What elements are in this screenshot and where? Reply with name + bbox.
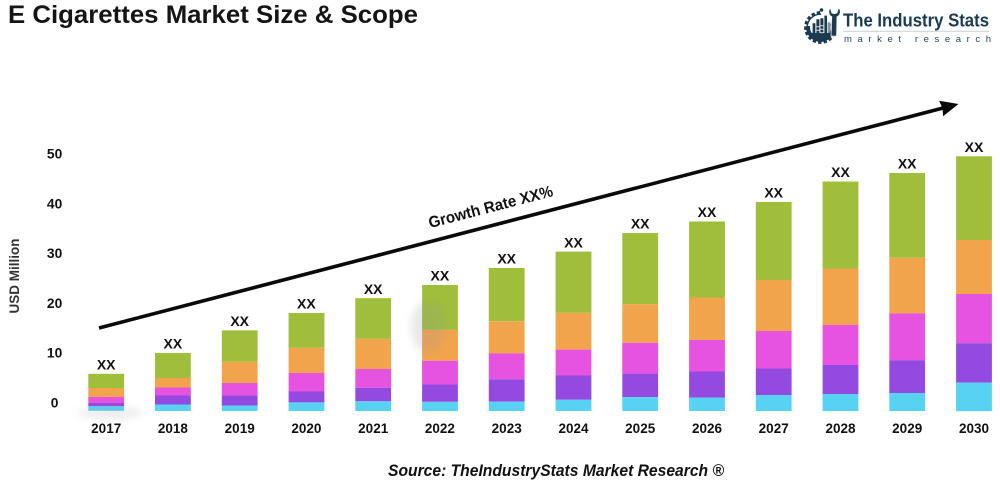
svg-text:2020: 2020: [291, 421, 321, 436]
svg-text:XX: XX: [431, 268, 450, 284]
svg-text:2019: 2019: [225, 421, 255, 436]
svg-text:20: 20: [47, 296, 63, 311]
svg-text:The Industry Stats: The Industry Stats: [843, 10, 989, 31]
svg-text:XX: XX: [898, 156, 917, 172]
svg-text:XX: XX: [631, 216, 650, 232]
svg-text:2027: 2027: [759, 421, 789, 436]
svg-text:XX: XX: [364, 281, 383, 297]
svg-text:0: 0: [51, 395, 59, 410]
svg-text:2022: 2022: [425, 421, 455, 436]
svg-text:10: 10: [47, 346, 63, 361]
svg-text:XX: XX: [831, 164, 850, 180]
svg-text:XX: XX: [97, 357, 116, 373]
svg-text:2026: 2026: [692, 421, 723, 436]
svg-text:2021: 2021: [358, 421, 389, 436]
svg-text:XX: XX: [764, 185, 783, 201]
svg-text:2029: 2029: [892, 421, 922, 436]
svg-text:2028: 2028: [825, 421, 856, 436]
svg-text:market research: market research: [844, 34, 997, 45]
svg-text:2024: 2024: [558, 421, 589, 436]
svg-text:2025: 2025: [625, 421, 656, 436]
svg-text:2030: 2030: [959, 421, 989, 436]
svg-text:50: 50: [47, 147, 63, 162]
svg-text:2018: 2018: [158, 421, 189, 436]
svg-text:E Cigarettes Market Size & Sco: E Cigarettes Market Size & Scope: [8, 1, 418, 29]
svg-text:USD Million: USD Million: [7, 239, 22, 314]
svg-text:XX: XX: [965, 139, 984, 155]
svg-text:40: 40: [47, 196, 63, 211]
svg-text:XX: XX: [497, 251, 516, 267]
svg-text:XX: XX: [164, 336, 183, 352]
svg-text:Source: TheIndustryStats Marke: Source: TheIndustryStats Market Research…: [388, 461, 724, 480]
svg-text:XX: XX: [297, 296, 316, 312]
svg-text:2017: 2017: [91, 421, 121, 436]
svg-text:XX: XX: [230, 313, 249, 329]
svg-text:30: 30: [47, 246, 63, 261]
svg-text:XX: XX: [564, 234, 583, 250]
svg-text:XX: XX: [698, 204, 717, 220]
svg-text:2023: 2023: [492, 421, 523, 436]
